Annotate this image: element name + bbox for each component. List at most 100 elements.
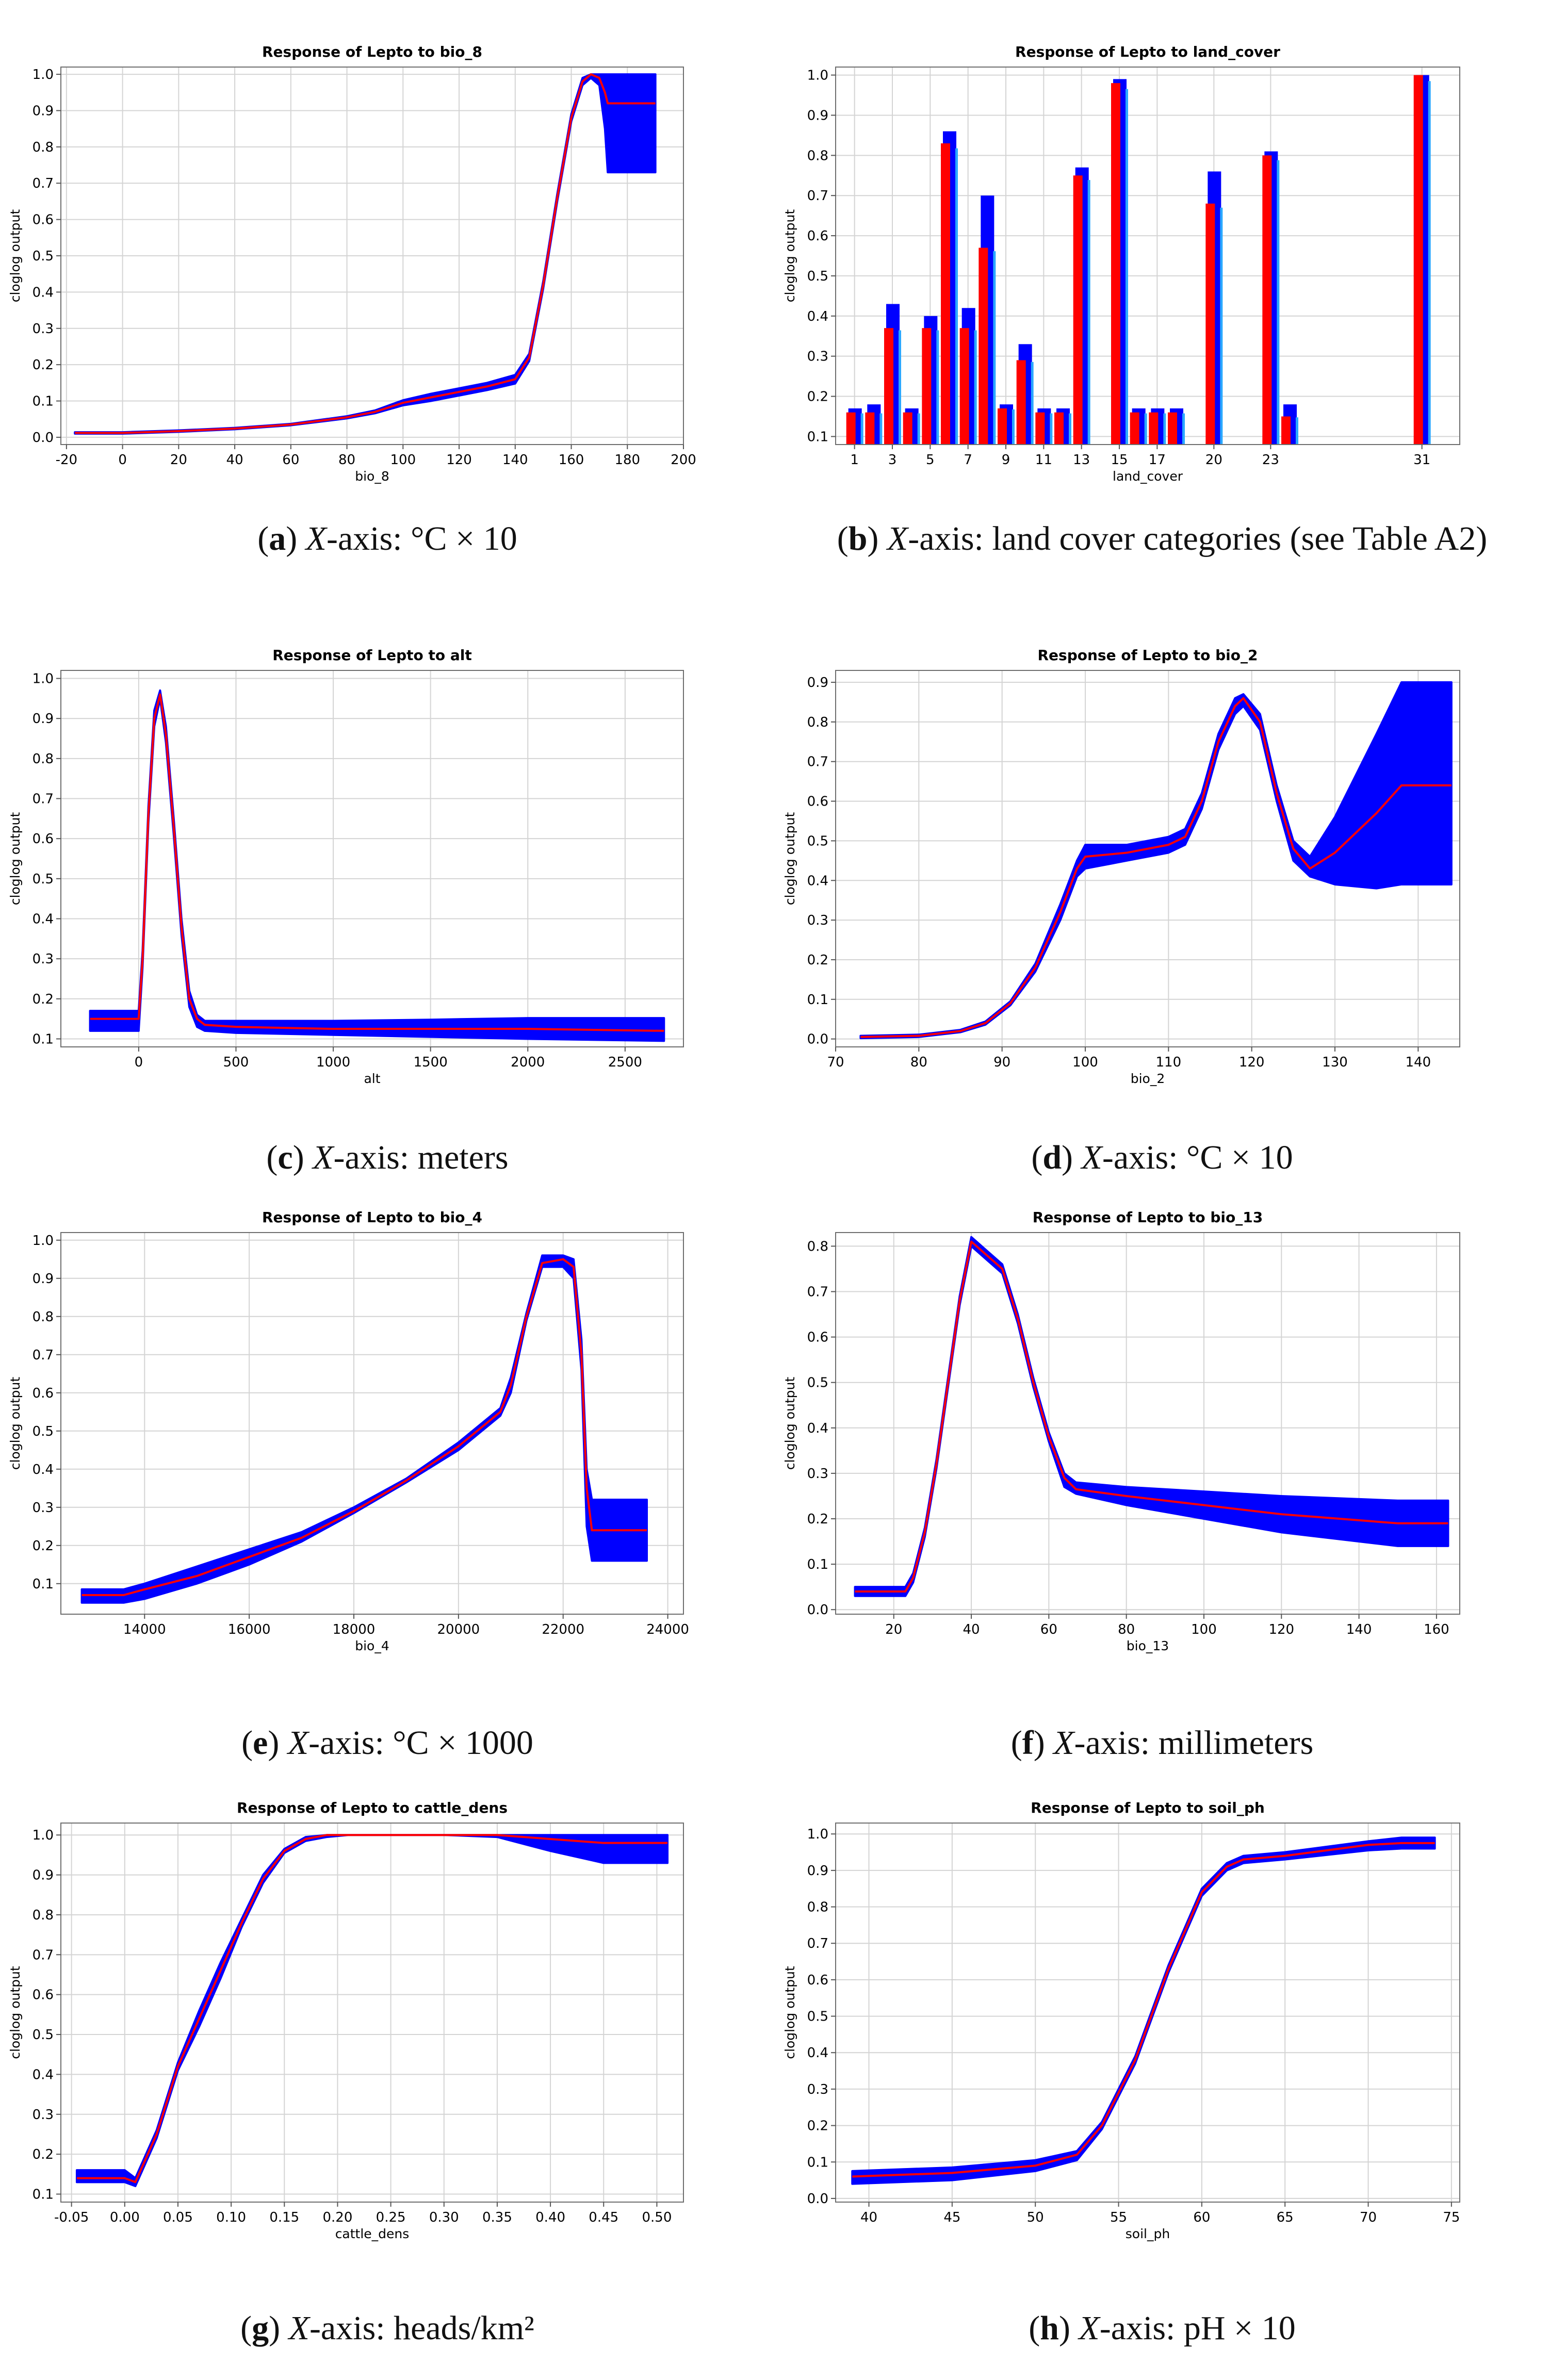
y-tick-label: 0.7 — [807, 1285, 828, 1300]
x-tick-label: 20 — [170, 452, 187, 468]
bar-edge — [1296, 417, 1298, 445]
bar-edge — [899, 330, 901, 445]
x-tick-label: 90 — [993, 1055, 1010, 1070]
x-tick-label: 120 — [1239, 1055, 1265, 1070]
caption-letter: f — [1022, 1724, 1034, 1762]
panel-h: 40 45 50 55 60 65 70 75 0.0 0.1 0.2 0.3 0.4 0.5 0.6 0.7… — [782, 1799, 1460, 2241]
caption-letter: a — [269, 520, 286, 557]
y-tick-label: 0.1 — [807, 2155, 828, 2170]
x-tick-label: 0.35 — [482, 2210, 512, 2225]
caption-letter: g — [252, 2309, 269, 2347]
y-tick-label: 0.6 — [32, 831, 54, 847]
caption-c: (c) X-axis: meters — [266, 1139, 509, 1176]
bar-edge — [1050, 413, 1053, 445]
caption-axis: X — [288, 2309, 309, 2347]
x-tick-label: 70 — [827, 1055, 844, 1070]
x-tick-label: 120 — [446, 452, 472, 468]
x-tick-label: 65 — [1277, 2210, 1294, 2225]
chart-title: Response of Lepto to bio_13 — [1033, 1209, 1263, 1226]
panel-d: 70 80 90 100 110 120 130 140 0.0 0.1 0.2 0.3 0.4 0.5 0… — [782, 647, 1460, 1086]
y-tick-label: 0.5 — [32, 1424, 54, 1439]
x-tick-label: 0 — [135, 1055, 143, 1070]
x-tick-label: 110 — [1156, 1055, 1182, 1070]
x-tick-label: 140 — [1346, 1622, 1372, 1637]
y-tick-label: 0.3 — [32, 2107, 54, 2123]
x-tick-label: 1500 — [414, 1055, 448, 1070]
x-tick-label: 160 — [559, 452, 584, 468]
x-tick-label: 0.25 — [376, 2210, 406, 2225]
y-tick-label: 0.3 — [807, 2082, 828, 2097]
confidence-band — [74, 73, 657, 435]
bar-edge — [879, 413, 883, 445]
caption-letter: b — [848, 520, 868, 557]
x-tick-label: 40 — [860, 2210, 877, 2225]
bar-mean — [941, 143, 950, 445]
x-tick-label: 0.30 — [429, 2210, 459, 2225]
y-tick-label: 0.9 — [32, 103, 54, 119]
caption-text: -axis: heads/km² — [309, 2309, 534, 2347]
chart-title: Response of Lepto to soil_ph — [1031, 1799, 1265, 1816]
x-tick-label: 23 — [1262, 452, 1279, 468]
plot-frame — [835, 67, 1460, 445]
y-tick-label: 0.3 — [807, 1466, 828, 1482]
y-tick-label: 0.7 — [807, 754, 828, 770]
x-axis-label: bio_13 — [1127, 1638, 1169, 1653]
x-axis-label: soil_ph — [1126, 2226, 1170, 2241]
x-tick-label: 45 — [943, 2210, 960, 2225]
caption-letter: c — [278, 1139, 293, 1176]
plot-area — [836, 1823, 1460, 2202]
x-tick-label: 14000 — [123, 1622, 166, 1637]
y-axis-label: cloglog output — [8, 812, 23, 906]
bar-edge — [1126, 89, 1128, 445]
y-tick-label: 0.7 — [32, 1348, 54, 1363]
bar-mean — [1149, 412, 1159, 445]
x-tick-label: 0 — [118, 452, 127, 468]
x-tick-label: 17 — [1149, 452, 1166, 468]
x-tick-label: 80 — [338, 452, 355, 468]
plot-frame — [835, 1232, 1460, 1615]
x-tick-label: 80 — [1118, 1622, 1135, 1637]
caption-text: -axis: °C × 10 — [1102, 1139, 1293, 1176]
y-tick-label: 1.0 — [807, 68, 828, 84]
x-tick-label: 13 — [1073, 452, 1090, 468]
plot-area — [836, 67, 1460, 445]
x-tick-label: 60 — [282, 452, 299, 468]
x-tick-label: 0.50 — [642, 2210, 672, 2225]
y-tick-label: 1.0 — [32, 1233, 54, 1249]
x-axis-label: bio_2 — [1131, 1071, 1165, 1086]
x-tick-label: 140 — [502, 452, 528, 468]
panel-a: -20 0 20 40 60 80 100 120 140 160 180 200 0.0 0.1 0.2 0… — [8, 43, 696, 484]
x-tick-label: 11 — [1035, 452, 1052, 468]
caption-axis: X — [1053, 1724, 1074, 1762]
y-tick-label: 0.7 — [32, 1947, 54, 1963]
y-tick-label: 0.2 — [32, 992, 54, 1007]
y-tick-label: 1.0 — [32, 1828, 54, 1843]
y-tick-label: 0.5 — [32, 2027, 54, 2043]
y-tick-label: 0.9 — [32, 1271, 54, 1287]
y-tick-label: 0.3 — [32, 951, 54, 967]
y-tick-label: 0.1 — [32, 394, 54, 409]
y-tick-label: 0.5 — [32, 872, 54, 887]
bar-edge — [1277, 160, 1280, 445]
x-tick-label: 500 — [223, 1055, 249, 1070]
y-tick-label: 0.8 — [32, 751, 54, 767]
x-tick-label: 160 — [1424, 1622, 1449, 1637]
x-axis-label: land_cover — [1113, 469, 1183, 484]
caption-axis: X — [305, 520, 327, 557]
x-tick-label: 75 — [1443, 2210, 1460, 2225]
y-tick-label: 0.9 — [807, 675, 828, 691]
caption-d: (d) X-axis: °C × 10 — [1031, 1139, 1293, 1176]
x-axis-label: alt — [364, 1071, 380, 1086]
y-tick-label: 0.4 — [32, 911, 54, 927]
y-tick-label: 0.5 — [807, 269, 828, 284]
y-tick-label: 0.0 — [807, 1032, 828, 1047]
x-tick-label: 60 — [1193, 2210, 1210, 2225]
caption-axis: X — [313, 1139, 334, 1176]
bar-mean — [1413, 75, 1423, 445]
bar-mean — [884, 328, 893, 445]
bar-edge — [1220, 207, 1223, 445]
x-tick-label: 0.10 — [216, 2210, 246, 2225]
bar-edge — [936, 330, 939, 445]
bar-edge — [1182, 413, 1185, 445]
bar-edge — [1428, 81, 1431, 445]
